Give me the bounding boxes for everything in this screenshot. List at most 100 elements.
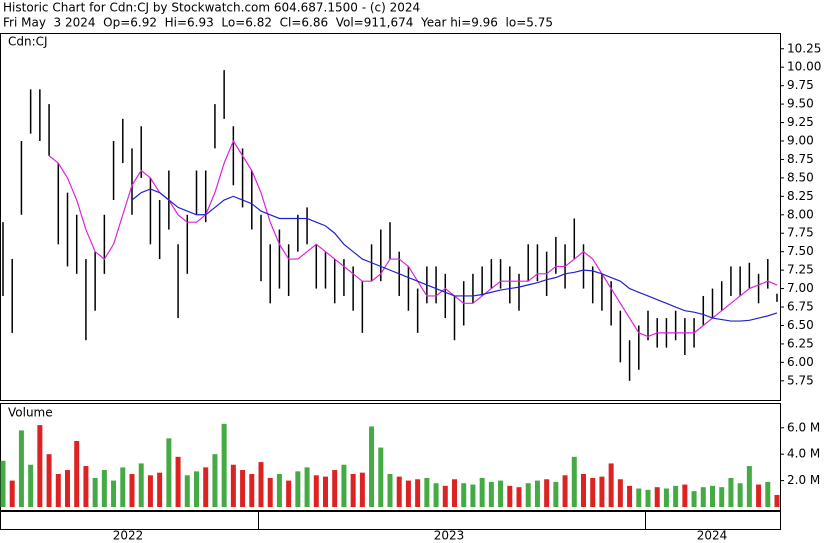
volume-bar	[129, 473, 135, 507]
y-tick-label: 7.25	[787, 263, 814, 277]
volume-bar	[599, 476, 605, 507]
volume-bar	[184, 475, 190, 507]
y-tick-label: 6.25	[787, 336, 814, 350]
volume-bar	[746, 466, 752, 507]
y-tick-label: 4.0 M	[787, 447, 820, 461]
volume-bar	[479, 477, 485, 507]
volume-bar	[92, 477, 98, 507]
volume-bar	[203, 467, 209, 507]
y-tick-label: 9.75	[787, 78, 814, 92]
volume-bar	[9, 480, 15, 507]
volume-bar	[424, 477, 430, 507]
panel-label: Cdn:CJ	[8, 35, 48, 49]
volume-bar	[276, 473, 282, 507]
y-tick-label: 10.25	[787, 41, 821, 55]
chart-subtitle: Fri May 3 2024 Op=6.92 Hi=6.93 Lo=6.82 C…	[3, 16, 553, 30]
volume-bar	[405, 480, 411, 507]
volume-bar	[645, 489, 651, 507]
volume-bar	[378, 447, 384, 507]
volume-bar	[608, 463, 614, 507]
volume-bar	[636, 488, 642, 507]
volume-bar	[37, 425, 43, 507]
volume-bar	[74, 440, 80, 507]
volume-bar	[194, 471, 199, 507]
y-tick-label: 6.00	[787, 355, 814, 369]
volume-bar	[442, 485, 448, 507]
volume-bar	[765, 481, 771, 507]
y-tick-label: 6.0 M	[787, 420, 820, 434]
volume-bar	[461, 483, 467, 507]
volume-label: Volume	[8, 406, 53, 420]
volume-bar	[507, 485, 513, 507]
y-tick-label: 7.75	[787, 226, 814, 240]
y-tick-label: 9.50	[787, 97, 814, 111]
y-tick-label: 5.75	[787, 373, 814, 387]
volume-bar	[350, 473, 356, 507]
volume-bar	[452, 479, 457, 507]
volume-bar	[470, 484, 476, 507]
volume-bar	[525, 483, 531, 507]
volume-bar	[654, 487, 660, 507]
volume-bar	[166, 438, 172, 507]
volume-bar	[249, 473, 255, 507]
volume-bar	[359, 472, 365, 507]
y-tick-label: 8.00	[787, 207, 814, 221]
volume-bar	[221, 423, 227, 507]
volume-bar	[719, 487, 725, 507]
volume-bar	[28, 464, 34, 507]
volume-bar	[295, 471, 301, 507]
year-label: 2024	[697, 529, 728, 543]
volume-bar	[332, 470, 338, 507]
volume-bar	[728, 477, 734, 507]
volume-bar	[120, 467, 126, 507]
volume-bar	[323, 476, 328, 507]
volume-bar	[700, 487, 706, 507]
volume-bar	[101, 470, 107, 507]
volume-bar	[737, 483, 743, 507]
volume-bar	[617, 479, 623, 507]
year-label: 2022	[113, 529, 144, 543]
moving-average-line	[131, 188, 778, 322]
y-tick-label: 9.25	[787, 115, 814, 129]
chart-title: Historic Chart for Cdn:CJ by Stockwatch.…	[3, 1, 420, 15]
volume-bar	[0, 460, 6, 507]
volume-bar	[267, 477, 273, 507]
volume-bar	[230, 464, 236, 507]
y-tick-label: 7.50	[787, 244, 814, 258]
volume-bar	[516, 487, 522, 507]
volume-bar	[433, 483, 439, 507]
volume-bar	[157, 472, 163, 507]
volume-bar	[691, 491, 697, 507]
volume-bar	[138, 463, 144, 507]
date-panel	[0, 511, 781, 530]
volume-bar	[304, 467, 310, 507]
volume-bar	[369, 426, 375, 507]
volume-bar	[341, 464, 347, 507]
volume-bar	[111, 480, 117, 507]
volume-bar	[212, 454, 218, 507]
volume-bar	[663, 488, 669, 507]
volume-bar	[498, 480, 504, 507]
y-tick-label: 10.00	[787, 60, 821, 74]
y-tick-label: 8.50	[787, 170, 814, 184]
volume-bar	[627, 485, 633, 507]
y-tick-label: 6.75	[787, 300, 814, 314]
volume-bar	[488, 481, 494, 507]
y-tick-label: 7.00	[787, 281, 814, 295]
volume-bar	[18, 430, 24, 507]
volume-bar	[673, 485, 679, 507]
volume-panel	[0, 403, 781, 511]
volume-bar	[756, 484, 762, 507]
y-tick-label: 2.0 M	[787, 473, 820, 487]
volume-bar	[83, 466, 89, 507]
volume-bar	[313, 475, 319, 507]
volume-bar	[562, 475, 568, 507]
volume-bar	[553, 481, 559, 507]
volume-bar	[240, 470, 246, 507]
volume-bar	[65, 470, 70, 507]
volume-bar	[286, 480, 292, 507]
volume-bar	[258, 462, 264, 507]
volume-bar	[682, 484, 688, 507]
price-panel	[0, 33, 781, 401]
